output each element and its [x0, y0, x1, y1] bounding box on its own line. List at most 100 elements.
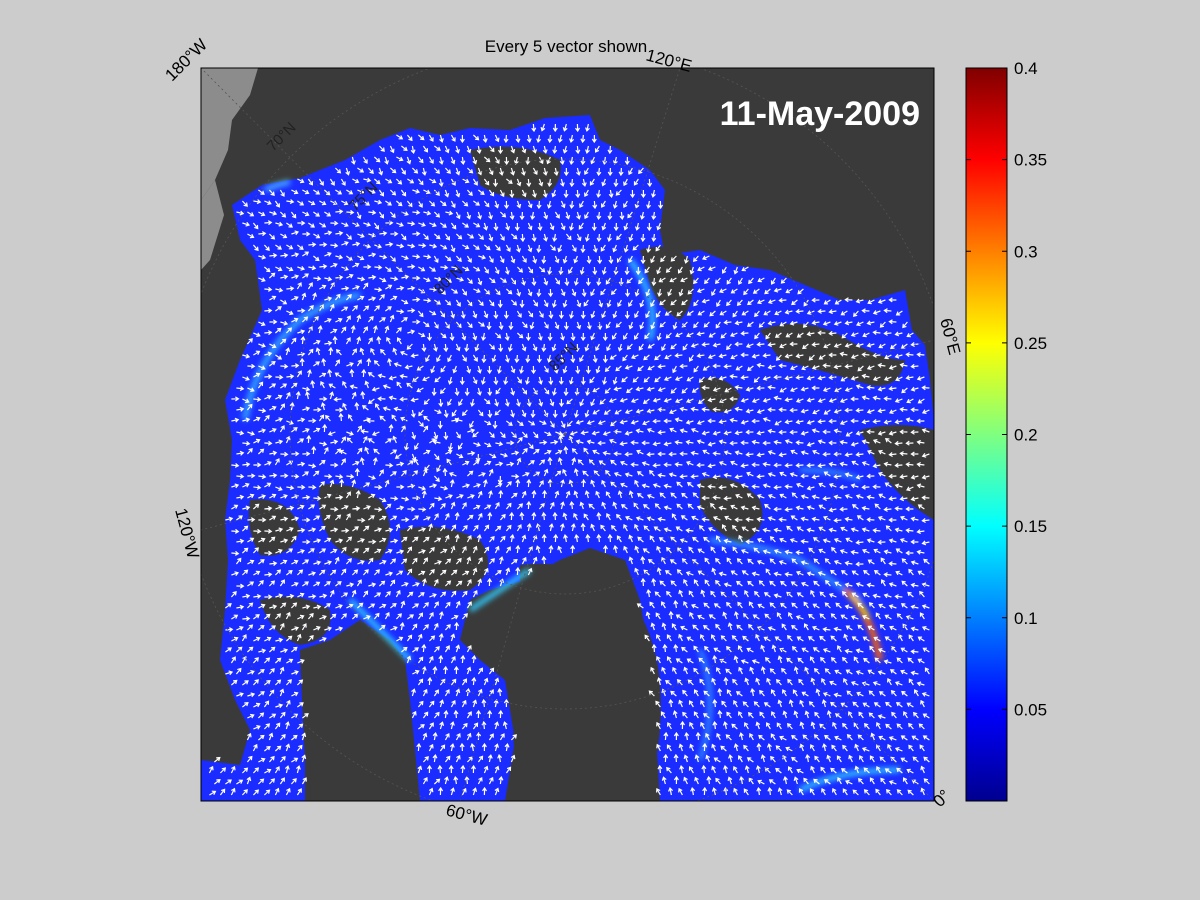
- velocity-vector: [258, 211, 266, 217]
- velocity-vector: [286, 485, 295, 491]
- velocity-vector: [443, 431, 449, 441]
- velocity-vector: [628, 534, 634, 543]
- velocity-vector: [661, 666, 666, 675]
- velocity-vector: [652, 483, 661, 488]
- velocity-vector: [367, 438, 375, 444]
- velocity-vector: [421, 666, 427, 675]
- velocity-vector: [900, 669, 908, 675]
- velocity-vector: [876, 721, 881, 730]
- velocity-vector: [341, 241, 349, 246]
- velocity-vector: [784, 462, 793, 468]
- velocity-vector: [269, 405, 277, 411]
- velocity-vector: [477, 387, 482, 396]
- velocity-vector: [866, 342, 875, 348]
- velocity-vector: [784, 397, 793, 403]
- velocity-vector: [498, 321, 504, 330]
- velocity-vector: [499, 578, 505, 587]
- velocity-vector: [412, 254, 421, 260]
- land-scandinavia: [860, 425, 934, 520]
- velocity-vector: [866, 582, 875, 588]
- velocity-vector: [707, 266, 716, 271]
- velocity-vector: [921, 626, 930, 631]
- velocity-vector: [476, 534, 482, 543]
- velocity-vector: [295, 391, 301, 400]
- velocity-vector: [756, 474, 765, 480]
- velocity-vector: [542, 145, 548, 154]
- velocity-vector: [341, 528, 350, 534]
- velocity-vector: [697, 570, 705, 576]
- velocity-vector: [580, 430, 589, 436]
- velocity-vector: [300, 336, 306, 345]
- velocity-vector: [686, 636, 694, 642]
- velocity-vector: [461, 502, 467, 510]
- velocity-vector: [412, 647, 419, 653]
- velocity-vector: [319, 637, 327, 642]
- velocity-vector: [400, 416, 408, 422]
- velocity-vector: [416, 742, 422, 752]
- velocity-vector: [696, 483, 705, 489]
- velocity-vector: [656, 655, 661, 664]
- velocity-vector: [808, 701, 815, 708]
- velocity-vector: [400, 470, 407, 477]
- velocity-vector: [274, 657, 282, 664]
- velocity-vector: [581, 178, 587, 187]
- velocity-vector: [894, 331, 903, 337]
- velocity-vector: [890, 756, 897, 763]
- velocity-vector: [543, 387, 550, 395]
- velocity-vector: [532, 387, 538, 395]
- velocity-vector: [883, 659, 892, 665]
- velocity-vector: [357, 189, 365, 194]
- velocity-vector: [635, 428, 644, 434]
- velocity-vector: [427, 764, 433, 774]
- velocity-vector: [822, 538, 831, 544]
- velocity-vector: [840, 310, 848, 316]
- velocity-vector: [901, 387, 908, 394]
- velocity-vector: [863, 789, 870, 796]
- velocity-vector: [274, 569, 282, 576]
- velocity-vector: [661, 601, 666, 609]
- velocity-vector: [434, 145, 441, 151]
- velocity-vector: [755, 721, 761, 730]
- velocity-vector: [862, 548, 870, 554]
- velocity-vector: [817, 308, 826, 314]
- velocity-vector: [686, 376, 694, 382]
- velocity-vector: [421, 343, 427, 352]
- meridian-180: [201, 68, 566, 435]
- velocity-vector: [335, 538, 344, 544]
- velocity-vector: [389, 211, 396, 219]
- velocity-vector: [209, 790, 217, 796]
- velocity-vector: [894, 462, 903, 468]
- velocity-vector: [686, 482, 694, 488]
- velocity-vector: [389, 314, 395, 323]
- velocity-vector: [877, 362, 886, 368]
- velocity-vector: [744, 677, 750, 686]
- velocity-vector: [472, 431, 479, 438]
- velocity-vector: [257, 712, 265, 719]
- velocity-vector: [464, 343, 470, 352]
- velocity-vector: [613, 472, 622, 477]
- velocity-vector: [855, 648, 864, 654]
- velocity-vector: [628, 321, 634, 330]
- velocity-vector: [521, 409, 527, 418]
- velocity-vector: [389, 145, 395, 154]
- velocity-vector: [368, 232, 377, 238]
- velocity-vector: [856, 691, 864, 697]
- velocity-vector: [722, 611, 728, 620]
- velocity-vector: [291, 713, 299, 719]
- velocity-vector: [450, 721, 455, 730]
- velocity-vector: [779, 471, 787, 477]
- velocity-vector: [359, 457, 365, 466]
- velocity-vector: [659, 580, 666, 587]
- velocity-vector: [252, 657, 259, 664]
- velocity-vector: [406, 524, 413, 532]
- velocity-vector: [563, 534, 568, 543]
- velocity-vector: [488, 468, 494, 477]
- velocity-vector: [711, 787, 717, 796]
- velocity-vector: [612, 501, 618, 510]
- velocity-vector: [423, 277, 431, 283]
- velocity-vector: [324, 473, 333, 479]
- velocity-vector: [499, 535, 506, 543]
- velocity-vector: [478, 254, 487, 260]
- velocity-vector: [400, 167, 406, 175]
- velocity-vector: [642, 548, 650, 554]
